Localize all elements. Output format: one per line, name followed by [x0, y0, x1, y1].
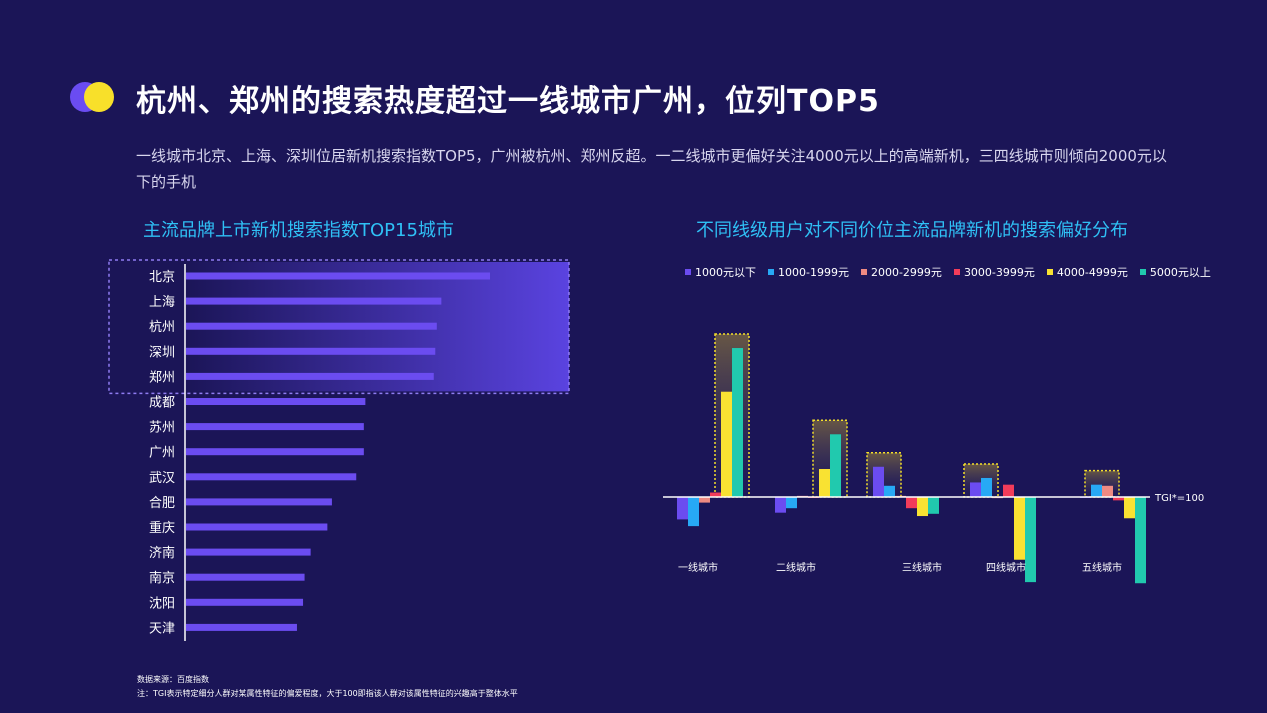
legend-swatch [685, 269, 691, 275]
legend-label: 1000元以下 [695, 266, 756, 279]
right-chart-title: 不同线级用户对不同价位主流品牌新机的搜索偏好分布 [696, 220, 1128, 241]
tgi-bar [819, 469, 830, 497]
tgi-bar [786, 497, 797, 509]
tgi-bar [906, 497, 917, 509]
legend-item: 3000-3999元 [953, 264, 1035, 280]
city-bar [186, 297, 442, 305]
legend-swatch [953, 269, 960, 275]
left-chart-title: 主流品牌上市新机搜索指数TOP15城市 [143, 220, 454, 241]
right-bar-chart: TGI*=100 一线城市 二线城市 三线城市 四线城市 五线城市 [663, 333, 1204, 584]
city-label: 南京 [149, 570, 175, 586]
city-bar [186, 548, 311, 556]
page-subtitle: 一线城市北京、上海、深圳位居新机搜索指数TOP5，广州被杭州、郑州反超。一二线城… [136, 147, 1167, 191]
city-label: 重庆 [149, 520, 175, 536]
tgi-footnote: 注：TGI表示特定细分人群对某属性特征的偏爱程度，大于100即指该人群对该属性特… [137, 689, 518, 698]
legend-label: 4000-4999元 [1056, 266, 1128, 279]
legend-label: 2000-2999元 [870, 266, 942, 279]
page-title: 杭州、郑州的搜索热度超过一线城市广州，位列TOP5 [136, 84, 880, 119]
tgi-bar [884, 485, 895, 497]
city-tier-label: 五线城市 [1082, 561, 1122, 574]
tgi-bar [677, 497, 688, 520]
legend-item: 1000-1999元 [768, 264, 849, 280]
tgi-bar [1025, 497, 1036, 583]
right-chart-legend: 1000元以下 1000-1999元 2000-2999元 3000-3999元 400… [685, 264, 1211, 280]
legend-item: 4000-4999元 [1046, 264, 1128, 280]
city-bar [186, 473, 357, 481]
tgi-bar [1014, 497, 1025, 560]
city-bar [186, 322, 437, 330]
city-bar [186, 372, 434, 380]
legend-swatch [860, 269, 867, 275]
legend-item: 5000元以上 [1139, 264, 1211, 280]
city-label: 郑州 [149, 370, 175, 385]
legend-item: 1000元以下 [685, 264, 756, 280]
city-bar [186, 598, 304, 606]
city-label: 沈阳 [149, 596, 175, 611]
city-label: 合肥 [149, 496, 175, 511]
tgi-baseline-label: TGI*=100 [1154, 493, 1204, 504]
city-bar [186, 398, 366, 405]
city-label: 深圳 [149, 345, 175, 360]
city-bar [186, 623, 297, 631]
city-label: 济南 [149, 545, 175, 561]
city-tier-label: 四线城市 [986, 561, 1026, 574]
logo-yellow-circle [84, 82, 114, 112]
tgi-bar [981, 477, 992, 497]
city-bar [186, 523, 328, 531]
tgi-bar [688, 497, 699, 527]
legend-swatch [768, 269, 774, 275]
city-label: 北京 [149, 270, 175, 285]
tgi-bar [699, 497, 710, 503]
city-label: 天津 [149, 621, 175, 636]
city-bar [186, 272, 490, 280]
legend-label: 3000-3999元 [963, 266, 1035, 279]
city-label: 广州 [149, 446, 175, 461]
tgi-bar [721, 391, 732, 497]
tgi-bar [928, 497, 939, 514]
city-bar [186, 448, 364, 456]
tgi-bar [873, 466, 884, 497]
city-label: 武汉 [149, 471, 175, 486]
section-logo [70, 82, 118, 112]
city-bar [186, 573, 305, 581]
city-tier-label: 三线城市 [902, 561, 942, 574]
tgi-bar [775, 497, 786, 513]
tgi-bar [1113, 497, 1124, 501]
tgi-bar [710, 492, 721, 497]
city-label: 成都 [149, 396, 175, 411]
city-label: 杭州 [149, 320, 175, 335]
tgi-bar [732, 348, 743, 497]
legend-item: 2000-2999元 [860, 264, 942, 280]
city-bar [186, 347, 436, 355]
city-tier-label: 一线城市 [678, 561, 718, 574]
city-label: 上海 [149, 295, 175, 310]
legend-label: 5000元以上 [1149, 266, 1211, 279]
city-label: 苏州 [149, 420, 175, 436]
tgi-bar [830, 434, 841, 497]
tgi-bar [917, 497, 928, 517]
tgi-bar [1135, 497, 1146, 584]
city-bar [186, 498, 332, 506]
city-bar [186, 423, 364, 431]
tgi-bar [970, 482, 981, 497]
city-tier-label: 二线城市 [776, 561, 816, 574]
tgi-bar [1091, 484, 1102, 497]
tgi-bar [1124, 497, 1135, 519]
tgi-bar [1102, 485, 1113, 497]
legend-swatch [1046, 269, 1053, 275]
data-source-note: 数据来源：百度指数 [137, 675, 209, 684]
legend-swatch [1139, 269, 1146, 275]
tgi-bar [1003, 484, 1014, 497]
legend-label: 1000-1999元 [778, 266, 849, 279]
top5-highlight-box [108, 259, 570, 395]
